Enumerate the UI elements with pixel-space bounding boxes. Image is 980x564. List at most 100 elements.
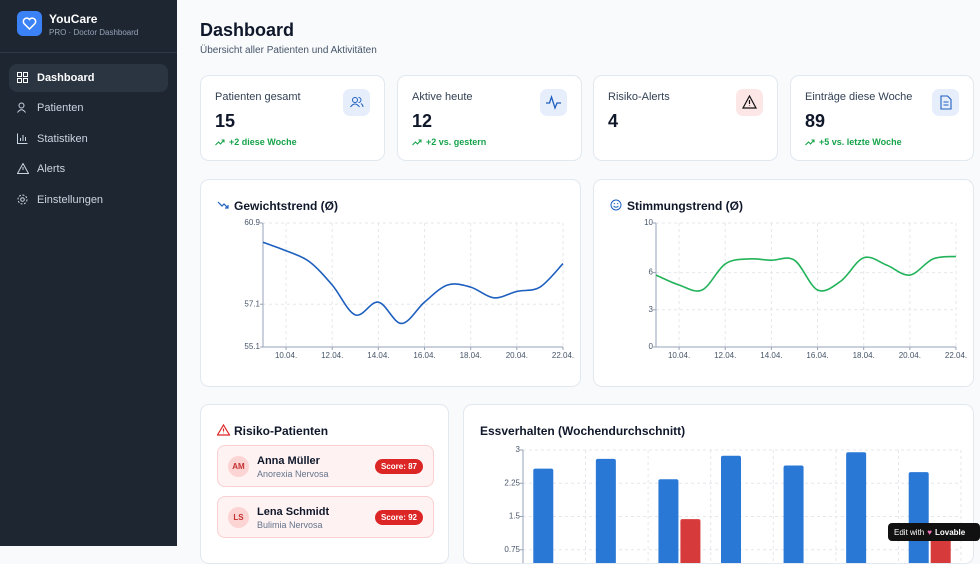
chart: 0.75 1.5 2.25 3 [504,445,962,563]
x-tick-label: 12.04. [714,351,736,360]
nav-item[interactable]: Patienten [9,94,168,122]
y-tick-label: 6 [649,268,654,277]
x-tick-label: 20.04. [899,351,921,360]
trend-icon [215,139,225,146]
chart-icon [610,199,622,211]
page-title: Dashboard [200,20,295,40]
patient-name: Lena Schmidt [257,506,330,518]
line [262,241,564,325]
patient-diagnosis: Bulimia Nervosa [257,520,323,530]
chart-card: Stimmungstrend (Ø) 0 3 6 10 10.04. 12.04. 14.0… [593,179,974,387]
stat-value: 4 [608,111,619,131]
trend-icon [805,139,815,146]
nav-label: Einstellungen [37,194,104,206]
y-tick-label: 57.1 [244,299,260,308]
patient-row[interactable]: AM Anna Müller Anorexia Nervosa Score: 8… [217,445,434,487]
x-tick-label: 22.04. [945,351,967,360]
stat-card: Risiko-Alerts 4 [593,75,778,161]
stat-value: 12 [412,111,433,131]
bar [595,458,616,563]
nav-item[interactable]: Alerts [9,155,168,183]
avatar: LS [228,507,249,528]
stat-trend: +2 diese Woche [215,137,297,147]
patient-diagnosis: Anorexia Nervosa [257,469,329,479]
badge-brand: Lovable [934,527,966,537]
y-tick-label: 3 [516,445,521,454]
y-tick-label: 3 [649,305,654,314]
stat-label: Aktive heute [412,91,473,103]
x-tick-label: 20.04. [506,351,528,360]
stat-card: Patienten gesamt 15 +2 diese Woche [200,75,385,161]
score-badge: Score: 92 [374,510,423,525]
chart-title: Stimmungstrend (Ø) [627,199,743,213]
tagline: PRO · Doctor Dashboard [49,28,139,37]
y-tick-label: 0 [649,342,654,351]
divider [0,52,177,53]
brand-logo [17,11,42,36]
badge-text: Edit with [894,527,925,537]
alert-icon [217,424,230,436]
avatar: AM [228,456,249,477]
bar [721,455,741,563]
chart-title: Gewichtstrend (Ø) [234,199,339,213]
x-tick-label: 10.04. [275,351,297,360]
stat-trend: +2 vs. gestern [412,137,486,147]
bar [783,465,804,563]
chart: 0 3 6 10 10.04. 12.04. 14.04. 16.04. 18.04. 20.04… [644,218,967,360]
x-tick-label: 10.04. [668,351,690,360]
patient-row[interactable]: LS Lena Schmidt Bulimia Nervosa Score: 9… [217,496,434,538]
line [655,255,957,292]
x-tick-label: 18.04. [460,351,482,360]
bar [846,452,867,563]
bar [658,479,679,563]
stat-label: Risiko-Alerts [608,91,670,103]
stat-card: Einträge diese Woche 89 +5 vs. letzte Wo… [790,75,974,161]
chart: 55.1 57.1 60.9 10.04. 12.04. 14.04. 16.04. 18.0… [244,218,574,360]
nav-label: Alerts [37,163,66,175]
bar [908,472,929,563]
y-tick-label: 55.1 [244,342,260,351]
badge-heart: ♥ [927,527,932,537]
stat-icon [343,89,370,116]
chart-icon [217,201,229,209]
brand: YouCare [49,12,98,26]
y-tick-label: 60.9 [244,218,260,227]
stat-label: Patienten gesamt [215,91,301,103]
nav-label: Dashboard [37,72,95,84]
stat-icon [736,89,763,116]
x-tick-label: 14.04. [760,351,782,360]
card-title: Risiko-Patienten [234,424,329,438]
x-tick-label: 12.04. [321,351,343,360]
nav-label: Statistiken [37,133,88,145]
nav-item[interactable]: Einstellungen [9,186,168,214]
stat-value: 15 [215,111,236,131]
badge[interactable]: Edit with ♥ Lovable [888,523,980,541]
stat-card: Aktive heute 12 +2 vs. gestern [397,75,582,161]
bar [533,468,554,563]
chart-title: Essverhalten (Wochendurchschnitt) [480,424,686,438]
nav-label: Patienten [37,102,84,114]
stat-trend: +5 vs. letzte Woche [805,137,902,147]
y-tick-label: 1.5 [509,512,521,521]
score-badge: Score: 87 [374,459,423,474]
risk-card: Risiko-Patienten AM Anna Müller Anorexia… [200,404,449,564]
patient-name: Anna Müller [257,455,320,467]
stat-label: Einträge diese Woche [805,91,913,103]
x-tick-label: 16.04. [413,351,435,360]
x-tick-label: 14.04. [367,351,389,360]
nav-item[interactable]: Statistiken [9,125,168,153]
trend-icon [412,139,422,146]
bar [680,519,701,563]
stat-icon [932,89,959,116]
y-tick-label: 2.25 [504,478,520,487]
x-tick-label: 18.04. [853,351,875,360]
stat-icon [540,89,567,116]
page-subtitle: Übersicht aller Patienten und Aktivitäte… [200,45,377,56]
y-tick-label: 10 [644,218,653,227]
y-tick-label: 0.75 [504,545,520,554]
x-tick-label: 22.04. [552,351,574,360]
x-tick-label: 16.04. [806,351,828,360]
nav-item[interactable]: Dashboard [9,64,168,92]
chart-card: Gewichtstrend (Ø) 55.1 57.1 60.9 10.04. 12.0… [200,179,581,387]
